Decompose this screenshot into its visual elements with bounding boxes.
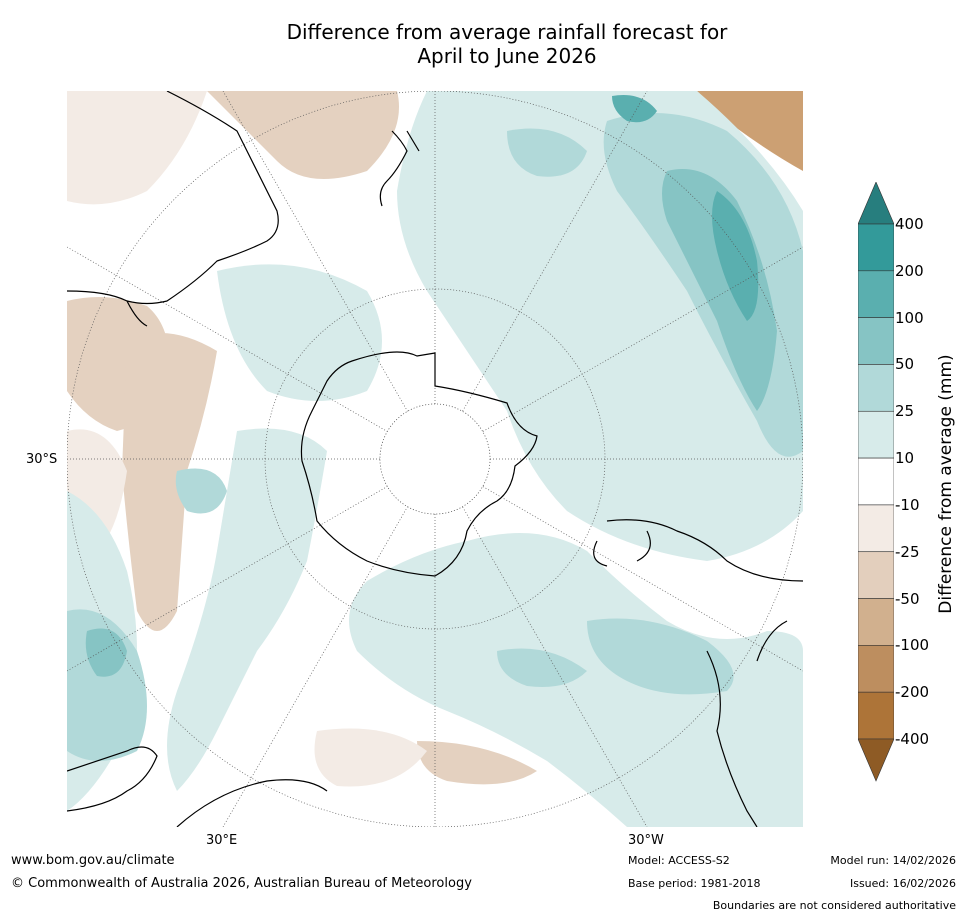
south-america-coastline — [593, 519, 803, 582]
dry-anomaly-regions — [67, 91, 803, 785]
colorbar-tick-label: 400 — [895, 215, 924, 233]
lon-label-30e: 30°E — [206, 833, 238, 848]
copyright-text: © Commonwealth of Australia 2026, Austra… — [11, 876, 472, 891]
wet-anomaly-heavy — [612, 95, 759, 321]
colorbar-extend-max — [857, 181, 895, 225]
rainfall-anomaly-map — [67, 91, 803, 827]
colorbar-tick-label: -200 — [895, 683, 930, 702]
colorbar-tick-label: 10 — [895, 449, 915, 468]
coastlines — [67, 91, 803, 827]
lat-label-30s: 30°S — [26, 452, 58, 467]
colorbar-tick-label: 50 — [895, 355, 915, 374]
issued-text: Issued: 16/02/2026 — [849, 877, 956, 890]
colorbar-tick-label: 100 — [895, 308, 924, 327]
colorbar-tick-label: 25 — [895, 402, 915, 421]
title-line-1: Difference from average rainfall forecas… — [286, 20, 728, 44]
colorbar-band — [857, 410, 895, 459]
model-text: Model: ACCESS-S2 — [628, 854, 730, 867]
colorbar-band — [857, 223, 895, 272]
colorbar-band — [857, 364, 895, 412]
colorbar-tick-label: -50 — [895, 589, 920, 608]
colorbar-band — [857, 691, 895, 740]
map-title: Difference from average rainfall forecas… — [0, 20, 965, 68]
colorbar-extend-min — [857, 738, 895, 782]
africa-coastline — [706, 620, 788, 827]
colorbar-band — [857, 598, 895, 646]
colorbar-title: Difference from average (mm) — [936, 354, 956, 614]
disclaimer-text: Boundaries are not considered authoritat… — [712, 899, 956, 912]
colorbar-tick-label: -400 — [895, 730, 930, 748]
new-zealand-coastline — [379, 130, 420, 207]
colorbar-band — [857, 645, 895, 693]
colorbar-tick-label: -100 — [895, 636, 930, 655]
colorbar-tick-label: -10 — [895, 495, 920, 514]
colorbar-tick-label: 200 — [895, 261, 924, 280]
colorbar-band — [857, 504, 895, 553]
pole-mask — [379, 403, 491, 515]
model-run-text: Model run: 14/02/2026 — [830, 854, 956, 867]
colorbar-band — [857, 551, 895, 599]
antarctica-coastline — [300, 351, 538, 577]
colorbar-tick-label: -25 — [895, 542, 920, 561]
lon-label-30w: 30°W — [628, 833, 664, 848]
base-period-text: Base period: 1981-2018 — [628, 877, 761, 890]
colorbar — [857, 181, 895, 786]
colorbar-band — [857, 270, 895, 318]
wet-anomaly-strong — [85, 169, 777, 677]
australia-coastline — [67, 91, 279, 327]
website-text: www.bom.gov.au/climate — [11, 853, 175, 868]
title-line-2: April to June 2026 — [417, 44, 597, 68]
colorbar-band — [857, 317, 895, 365]
southern-africa-coastline — [67, 746, 328, 827]
colorbar-band — [857, 457, 895, 506]
